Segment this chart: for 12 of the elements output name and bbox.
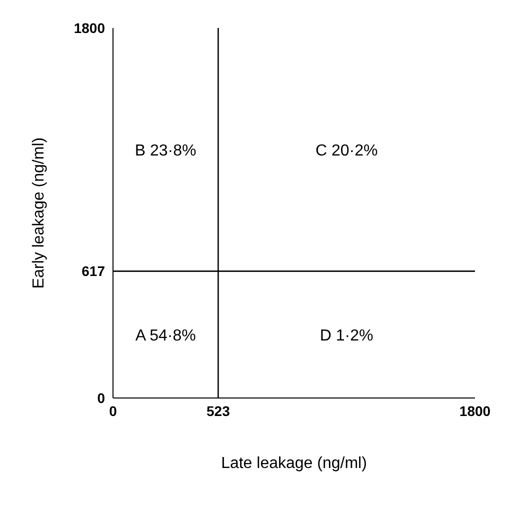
x-tick-label: 523: [206, 402, 230, 419]
x-tick-label: 1800: [459, 402, 491, 419]
annotation: D 1·2%: [320, 327, 374, 344]
x-axis-title: Late leakage (ng/ml): [221, 455, 367, 472]
y-axis-title: Early leakage (ng/ml): [30, 137, 48, 289]
y-tick-label: 0: [97, 390, 106, 406]
y-tick-label: 617: [82, 263, 106, 280]
annotation: A 54·8%: [135, 327, 196, 344]
y-tick-label: 1800: [74, 20, 106, 36]
x-tick-label: 0: [109, 402, 118, 419]
annotation: C 20·2%: [315, 142, 378, 160]
annotation: B 23·8%: [134, 142, 196, 160]
